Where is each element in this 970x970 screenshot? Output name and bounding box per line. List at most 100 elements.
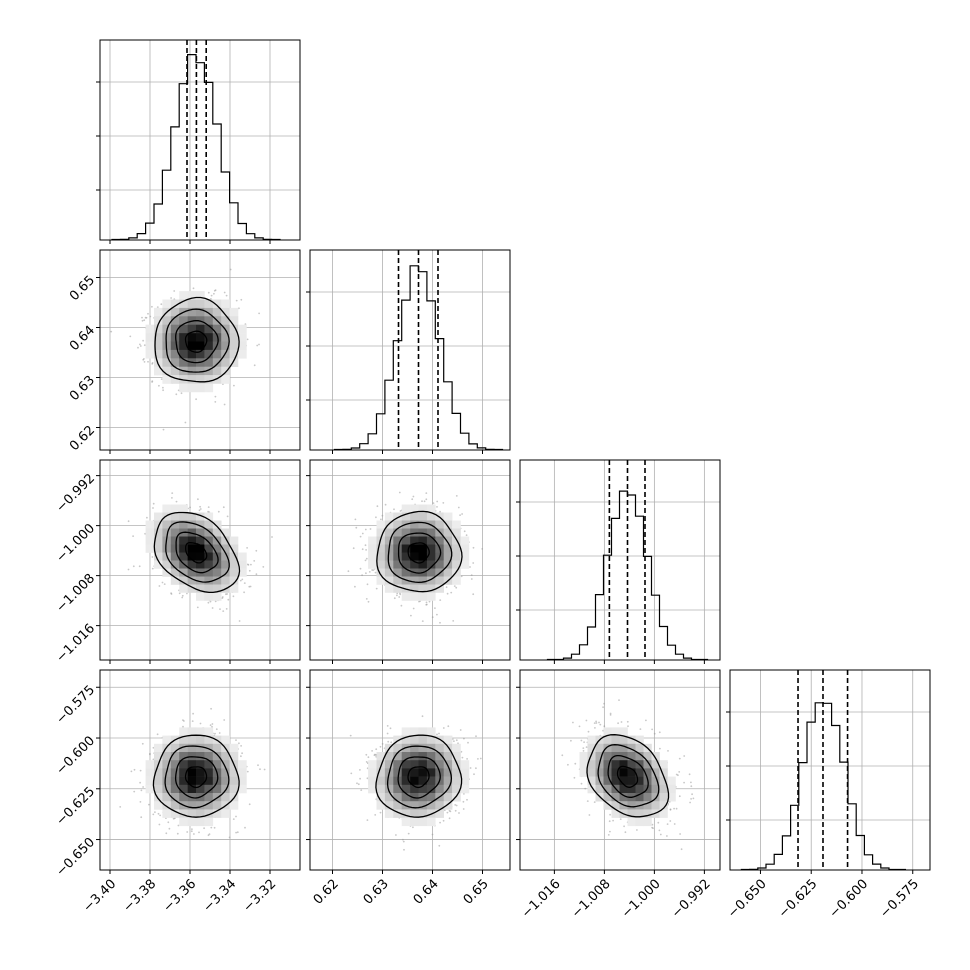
scatter-point — [192, 287, 195, 290]
scatter-point — [151, 556, 154, 558]
scatter-point — [359, 777, 361, 780]
density-cell — [170, 341, 180, 351]
histogram-panel-3 — [726, 669, 931, 874]
density-cell — [410, 760, 419, 769]
scatter-point — [235, 739, 237, 741]
scatter-point — [466, 758, 468, 760]
density-cell — [410, 784, 419, 794]
density-cell — [162, 504, 172, 513]
density-cell — [401, 504, 411, 513]
density-cell — [179, 568, 188, 577]
scatter-point — [431, 833, 434, 836]
density-cell — [410, 576, 419, 585]
density-cell — [187, 817, 197, 827]
scatter-point — [190, 830, 193, 833]
density-cell — [170, 512, 180, 521]
density-cell — [418, 760, 428, 769]
density-cell — [426, 536, 436, 545]
density-cell — [410, 801, 419, 810]
scatter-point — [381, 743, 384, 745]
contour-line — [387, 521, 453, 584]
density-cell — [418, 801, 428, 810]
density-cell — [221, 528, 230, 537]
density-cell — [418, 544, 428, 553]
scatter-point — [167, 821, 170, 824]
scatter-point — [439, 821, 441, 824]
density-cell — [162, 735, 172, 745]
scatter-point — [217, 510, 220, 513]
scatter-point — [439, 599, 442, 601]
density-cell — [401, 735, 411, 745]
scatter-point — [181, 594, 184, 597]
density-cell — [603, 760, 612, 769]
scatter-point — [180, 392, 183, 395]
scatter-point — [454, 809, 457, 812]
scatter-point — [609, 813, 611, 816]
contour-line — [185, 542, 208, 564]
density-cell — [443, 568, 453, 577]
scatter-point — [175, 500, 178, 503]
scatter-point — [448, 809, 451, 812]
density-cell — [410, 817, 419, 827]
density-cell — [627, 760, 636, 769]
density-cell — [635, 743, 644, 753]
scatter-point — [160, 378, 163, 380]
scatter-point — [253, 560, 256, 562]
axes-frame — [99, 39, 301, 241]
density-cell — [187, 291, 197, 300]
scatter-point — [218, 732, 221, 734]
density-cell — [187, 727, 197, 736]
density-cell — [170, 528, 180, 537]
scatter-point — [139, 769, 142, 772]
density-cell — [170, 366, 180, 376]
scatter-point — [658, 731, 661, 734]
scatter-point — [619, 818, 622, 820]
density-cell — [204, 528, 214, 537]
scatter-point — [460, 750, 463, 753]
scatter-point — [223, 291, 226, 294]
density-cell — [435, 752, 444, 761]
density-cell — [401, 727, 411, 736]
x-tick-label: −1.008 — [569, 877, 614, 922]
scatter-point — [369, 528, 372, 530]
density-cell — [401, 752, 411, 761]
density-cell — [212, 528, 222, 537]
scatter-point — [582, 747, 585, 749]
scatter-point — [139, 801, 142, 803]
density-cell — [393, 544, 402, 553]
density-cell — [170, 349, 180, 359]
density-cell — [460, 536, 470, 545]
scatter-point — [583, 741, 585, 743]
scatter-point — [393, 597, 396, 600]
density-cell — [170, 743, 180, 753]
density-cell — [229, 544, 239, 553]
scatter-point — [159, 814, 162, 817]
contour-line — [586, 734, 670, 818]
density-cell — [587, 743, 596, 753]
density-cell — [393, 760, 402, 769]
density-cell — [170, 752, 180, 761]
scatter-point — [459, 514, 461, 516]
density-cell — [187, 536, 197, 545]
scatter-point — [246, 338, 249, 341]
scatter-point — [246, 770, 249, 773]
scatter-point — [626, 720, 629, 723]
scatter-point — [426, 603, 428, 606]
scatter-point — [450, 591, 453, 594]
scatter-point — [412, 495, 415, 498]
scatter-point — [140, 816, 143, 819]
density-cell — [611, 735, 620, 745]
density-cell — [212, 760, 222, 769]
density-cell — [196, 536, 205, 545]
density-cell — [393, 584, 402, 593]
density-cell — [212, 592, 222, 601]
density-cell — [452, 760, 461, 769]
density-cell — [145, 333, 155, 342]
density-cell — [162, 528, 172, 537]
scatter-point — [609, 830, 611, 833]
density-cell — [229, 568, 239, 577]
density-cell — [179, 809, 188, 818]
density-cell — [212, 568, 222, 577]
density-cell — [376, 568, 386, 577]
density-cell — [162, 776, 172, 786]
